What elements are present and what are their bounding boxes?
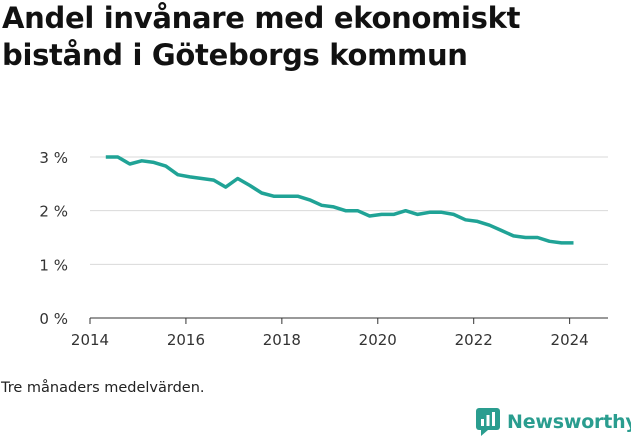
y-tick-label: 2 %	[39, 203, 68, 221]
x-tick-label: 2018	[263, 331, 301, 349]
y-tick-label: 1 %	[39, 256, 68, 274]
y-axis-tick-labels: 0 % 1 % 2 % 3 %	[39, 149, 68, 328]
x-tick-label: 2024	[551, 331, 589, 349]
footnote: Tre månaders medelvärden.	[1, 380, 205, 396]
bar-chart-chat-icon	[476, 408, 500, 436]
y-tick-label: 0 %	[39, 310, 68, 328]
series-layer	[105, 155, 574, 245]
x-tick-label: 2020	[359, 331, 397, 349]
y-tick-label: 3 %	[39, 149, 68, 167]
series-line-0	[105, 155, 574, 245]
brand-logo[interactable]: Newsworthy	[476, 408, 631, 436]
x-tick-label: 2016	[167, 331, 205, 349]
chart-title: Andel invånare med ekonomiskt bistånd i …	[2, 1, 521, 72]
x-axis-ticks: 2014 2016 2018 2020 2022 2024	[71, 318, 589, 349]
brand-name: Newsworthy	[507, 411, 631, 433]
x-tick-label: 2014	[71, 331, 109, 349]
x-tick-label: 2022	[455, 331, 493, 349]
